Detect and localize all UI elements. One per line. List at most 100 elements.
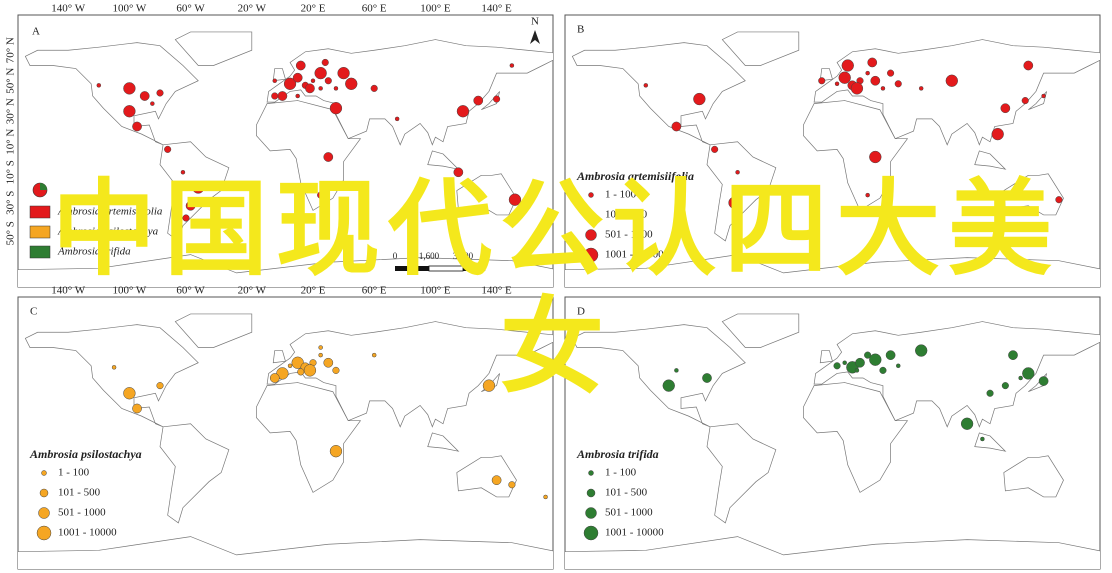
occurrence-dot: [111, 365, 117, 370]
occurrence-dot: [711, 145, 719, 153]
occurrence-dot: [132, 403, 142, 414]
occurrence-dot: [1022, 367, 1035, 380]
panel-letter: A: [32, 26, 40, 38]
landmass: [819, 350, 833, 364]
occurrence-dot: [192, 181, 205, 194]
legend-symbol: [41, 470, 47, 476]
legend-label: Ambrosia psilostachya: [57, 226, 159, 238]
occurrence-dot: [674, 368, 679, 373]
occurrence-dot: [318, 345, 323, 350]
legend-label: Ambrosia trifida: [57, 246, 131, 258]
occurrence-dot: [473, 95, 484, 106]
occurrence-dot: [838, 71, 851, 84]
longitude-label: 20° W: [238, 285, 267, 297]
occurrence-dot: [292, 72, 303, 83]
landmass: [1003, 455, 1064, 498]
legend-symbol: [36, 525, 52, 541]
occurrence-dot: [1000, 103, 1011, 114]
legend-label: 1 - 100: [605, 189, 637, 201]
occurrence-dot: [818, 77, 826, 85]
scale-bar: [395, 266, 429, 271]
occurrence-dot: [333, 86, 339, 91]
overlay-title: 中国现代公认四大美女: [51, 168, 1060, 408]
legend-symbol: [585, 229, 597, 241]
occurrence-dot: [156, 382, 164, 390]
occurrence-dot: [310, 78, 316, 83]
occurrence-dot: [491, 475, 502, 486]
north-arrow: [530, 30, 540, 44]
legend-title: Ambrosia psilostachya: [29, 447, 142, 461]
occurrence-dot: [543, 494, 548, 500]
legend-swatch: [29, 225, 51, 239]
occurrence-dot: [180, 170, 186, 175]
occurrence-dot: [834, 81, 840, 87]
landmass: [565, 254, 1100, 287]
occurrence-dot: [885, 350, 896, 360]
legend-title: Ambrosia trifida: [576, 447, 659, 461]
occurrence-dot: [318, 86, 323, 91]
occurrence-dot: [735, 170, 740, 175]
panel-letter: B: [577, 24, 584, 36]
occurrence-dot: [295, 93, 300, 99]
landmass-group: [18, 31, 553, 287]
landmass: [1028, 91, 1047, 111]
landmass: [721, 31, 800, 66]
occurrence-dot: [945, 74, 958, 87]
landmass: [706, 141, 777, 242]
landmass: [721, 313, 800, 348]
longitude-label: 100° W: [112, 285, 146, 297]
longitude-label: 140° E: [481, 285, 512, 297]
occurrence-dot: [482, 379, 496, 392]
longitude-label: 60° E: [362, 285, 387, 297]
legend-symbol: [586, 488, 596, 498]
occurrence-dot: [1055, 196, 1063, 204]
landmass-group: [18, 313, 553, 569]
occurrence-dot: [123, 82, 136, 95]
legend-label: Ambrosia artemisiifolia: [57, 206, 163, 218]
occurrence-dot: [277, 91, 288, 101]
occurrence-dot: [850, 82, 864, 95]
legend-label: 501 - 1000: [605, 229, 653, 241]
occurrence-dot: [303, 364, 317, 377]
occurrence-dot: [314, 66, 327, 80]
occurrence-dot: [185, 200, 196, 211]
panel-letter: D: [577, 306, 585, 318]
longitude-label: 20° E: [301, 3, 326, 15]
occurrence-dot: [269, 373, 280, 383]
occurrence-dot: [887, 69, 895, 77]
occurrence-dot: [324, 77, 332, 85]
occurrence-dot: [1018, 375, 1023, 381]
landmass: [266, 321, 553, 428]
legend-swatch: [29, 205, 51, 219]
landmass: [813, 321, 1100, 428]
occurrence-dot: [323, 152, 334, 162]
latitude-label: 10° N: [5, 129, 17, 155]
occurrence-dot: [295, 60, 306, 71]
scale-label: 1,600: [419, 251, 440, 261]
latitude-label: 70° N: [5, 37, 17, 63]
legend-label: 1 - 100: [605, 467, 637, 479]
occurrence-dot: [96, 83, 102, 88]
occurrence-dot: [318, 352, 323, 358]
occurrence-dot: [867, 57, 878, 68]
panel-letter: C: [30, 306, 37, 318]
legend-pie-slice: [40, 183, 47, 190]
occurrence-dot: [991, 127, 1004, 141]
longitude-label: 100° W: [112, 3, 146, 15]
landmass: [256, 100, 362, 211]
occurrence-dot: [317, 191, 325, 199]
legend-swatch: [29, 245, 51, 259]
longitude-label: 140° W: [51, 285, 85, 297]
occurrence-dot: [865, 70, 870, 76]
occurrence-dot: [509, 63, 515, 68]
landmass: [571, 324, 746, 428]
occurrence-dot: [287, 363, 293, 369]
occurrence-dot: [1041, 93, 1046, 99]
occurrence-dot: [869, 353, 882, 366]
occurrence-dot: [986, 389, 994, 397]
occurrence-dot: [1008, 350, 1018, 360]
occurrence-dot: [283, 77, 297, 90]
legend-label: 101 - 500: [605, 487, 648, 499]
occurrence-dot: [693, 92, 706, 106]
